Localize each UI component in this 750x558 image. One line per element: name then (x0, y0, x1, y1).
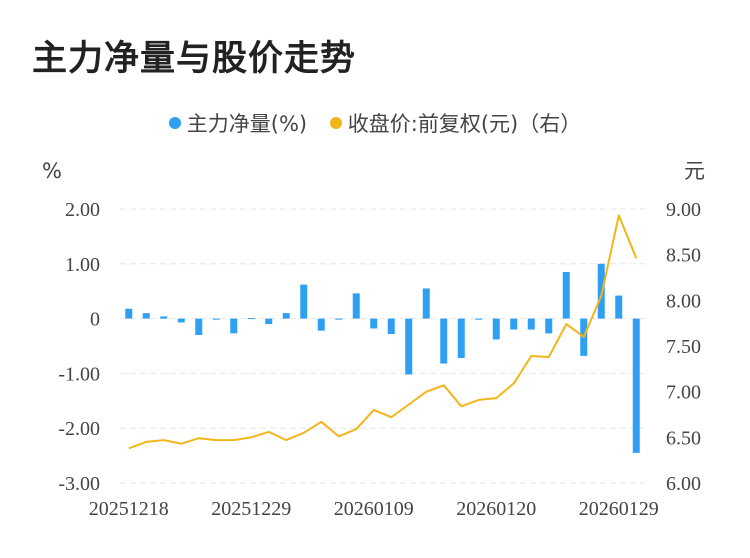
right-tick-label: 6.00 (666, 473, 701, 495)
left-tick-label: -1.00 (58, 363, 100, 385)
net-volume-bar (527, 318, 535, 330)
x-tick-label: 20251229 (211, 498, 291, 520)
net-volume-bar (300, 284, 308, 319)
left-axis-ticks: 2.00 1.00 0 -1.00 -2.00 -3.00 (58, 199, 100, 495)
chart-legend: 主力净量(%) 收盘价:前复权(元)（右） (0, 108, 750, 138)
net-volume-bar (615, 295, 623, 319)
legend-label-close-price: 收盘价:前复权(元)（右） (347, 112, 582, 136)
net-volume-bar (405, 318, 413, 375)
net-volume-bar (160, 316, 168, 319)
net-volume-bars (125, 263, 640, 453)
x-tick-label: 20260129 (579, 498, 659, 520)
net-volume-bar (265, 318, 273, 325)
legend-marker-net-volume (168, 117, 181, 129)
net-volume-bar (317, 318, 325, 331)
right-tick-label: 6.50 (666, 427, 701, 449)
net-volume-bar (440, 318, 448, 364)
net-volume-bar (247, 318, 255, 320)
net-volume-bar (282, 313, 290, 319)
net-volume-bar (195, 318, 203, 336)
left-tick-label: 1.00 (65, 254, 100, 276)
net-volume-bar (457, 318, 465, 359)
right-axis-ticks: 9.00 8.50 8.00 7.50 7.00 6.50 6.00 (666, 199, 701, 495)
net-volume-bar (545, 318, 553, 334)
net-volume-bar (212, 318, 220, 320)
grid-lines (120, 208, 645, 484)
net-volume-bar (177, 318, 185, 323)
net-volume-bar (632, 318, 640, 453)
net-volume-bar (230, 318, 238, 334)
right-tick-label: 8.00 (666, 290, 701, 312)
legend-item-net-volume[interactable]: 主力净量(%) (168, 108, 308, 138)
left-tick-label: -2.00 (58, 418, 100, 440)
net-volume-bar (352, 293, 360, 319)
legend-item-close-price[interactable]: 收盘价:前复权(元)（右） (329, 108, 582, 138)
net-volume-bar (422, 288, 430, 319)
right-axis-unit: 元 (684, 159, 705, 183)
right-tick-label: 9.00 (666, 199, 701, 221)
close-price-line-group (128, 214, 638, 450)
legend-label-net-volume: 主力净量(%) (186, 112, 308, 136)
net-volume-bar (492, 318, 500, 340)
right-tick-label: 8.50 (666, 245, 701, 267)
net-volume-bar (335, 318, 343, 320)
net-volume-bar (370, 318, 378, 329)
net-volume-bar (125, 308, 133, 319)
net-volume-bar (475, 318, 483, 320)
left-axis-unit: % (42, 159, 62, 183)
net-volume-bar (510, 318, 518, 330)
chart-title: 主力净量与股价走势 (32, 39, 357, 79)
left-tick-label: 2.00 (65, 199, 100, 221)
x-tick-label: 20251218 (89, 498, 169, 520)
x-tick-label: 20260120 (456, 498, 536, 520)
net-volume-bar (142, 313, 150, 319)
net-volume-bar (597, 263, 605, 319)
left-tick-label: 0 (90, 309, 100, 331)
x-axis-ticks: 20251218 20251229 20260109 20260120 20260129 (89, 498, 659, 520)
left-tick-label: -3.00 (58, 473, 100, 495)
close-price-line (128, 214, 638, 450)
right-tick-label: 7.00 (666, 382, 701, 404)
legend-marker-close-price (329, 117, 342, 129)
net-volume-bar (562, 272, 570, 319)
net-volume-bar (387, 318, 395, 334)
x-tick-label: 20260109 (334, 498, 414, 520)
right-tick-label: 7.50 (666, 336, 701, 358)
